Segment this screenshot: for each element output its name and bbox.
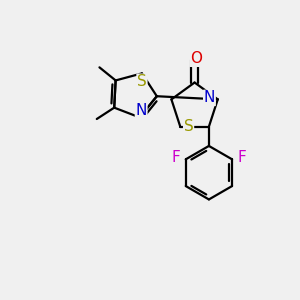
- Text: F: F: [172, 150, 181, 165]
- Text: S: S: [137, 74, 147, 89]
- Text: S: S: [184, 119, 194, 134]
- Text: F: F: [237, 150, 246, 165]
- Text: N: N: [136, 103, 147, 118]
- Text: O: O: [190, 51, 202, 66]
- Text: N: N: [204, 90, 215, 105]
